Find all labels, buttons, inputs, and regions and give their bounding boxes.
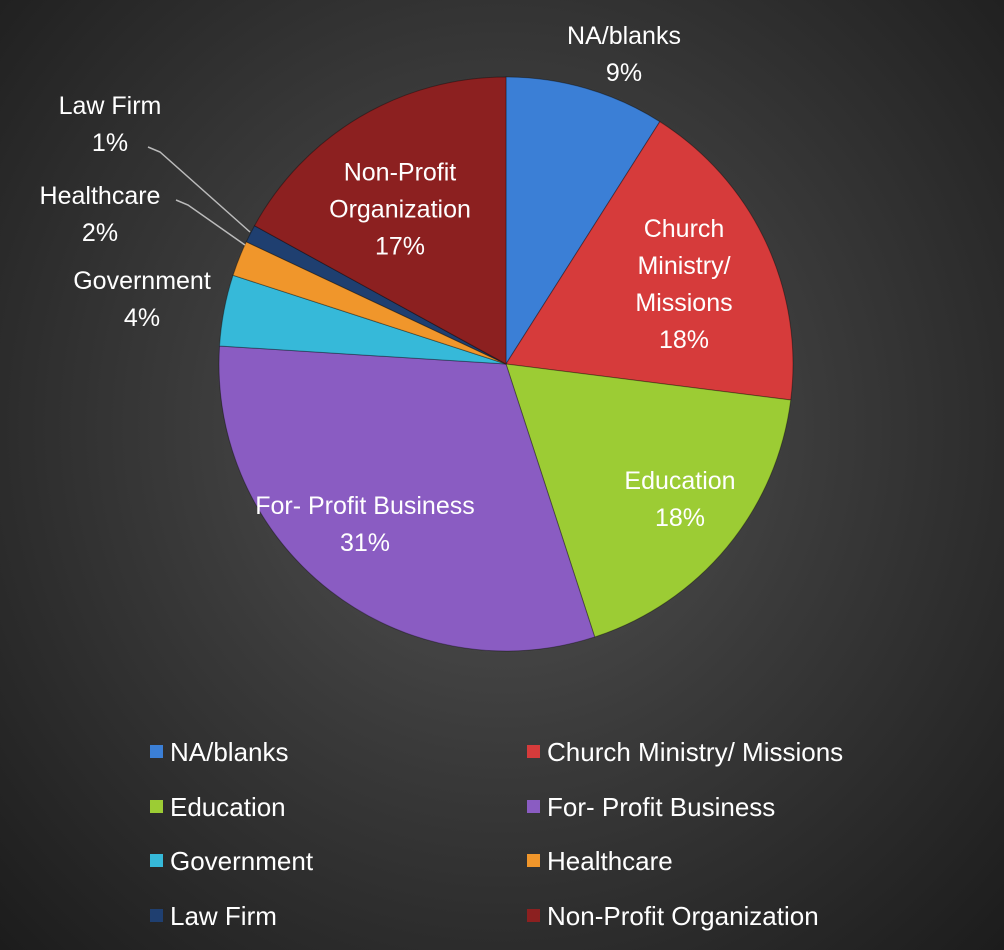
legend-label: NA/blanks [170, 737, 289, 767]
data-label: Education 18% [580, 463, 780, 537]
data-label: Church Ministry/ Missions 18% [609, 211, 759, 359]
pie-slice [505, 120, 794, 401]
data-label-value: 9% [605, 59, 643, 87]
data-label-value: 1% [91, 129, 129, 157]
data-label: Non-Profit Organization 17% [280, 155, 520, 266]
data-label: NA/blanks 9% [474, 18, 774, 92]
leader-line [147, 146, 251, 233]
data-label-name: Law Firm [58, 92, 162, 120]
legend-swatch [150, 745, 163, 758]
data-label-name: Healthcare [39, 182, 161, 210]
leader-line [175, 199, 246, 246]
pie-slice [219, 274, 507, 365]
pie-slice [245, 225, 507, 365]
data-label: Healthcare 2% [0, 178, 200, 252]
pie-slice [253, 76, 507, 365]
legend-label: Government [170, 846, 314, 876]
data-label: For- Profit Business 31% [245, 488, 485, 562]
data-label-value: 31% [339, 529, 391, 557]
pie-slice [218, 345, 596, 652]
data-label-name: Education [624, 467, 736, 495]
legend-label: For- Profit Business [547, 791, 776, 822]
legend-swatch [527, 854, 540, 867]
data-label-value: 18% [654, 504, 706, 532]
data-label-value: 4% [123, 304, 161, 332]
data-label-name: Church Ministry/ Missions [635, 215, 733, 317]
pie-slice [232, 241, 507, 365]
data-label-name: NA/blanks [567, 22, 681, 50]
legend-swatch [527, 908, 540, 922]
data-label: Law Firm 1% [10, 88, 210, 162]
pie-slice [505, 363, 792, 638]
legend-label: Non-Profit Organization [547, 900, 819, 931]
data-label: Government 4% [32, 263, 252, 337]
data-label-value: 18% [658, 326, 710, 354]
legend-label: Healthcare [547, 846, 673, 876]
data-label-name: Government [73, 267, 211, 295]
legend-label: Law Firm [170, 900, 277, 931]
legend-swatch [527, 745, 540, 758]
legend-swatch [150, 854, 163, 867]
legend-swatch [527, 799, 540, 813]
legend-label: Church Ministry/ Missions [547, 737, 844, 767]
data-label-name: Non-Profit Organization [329, 158, 471, 224]
pie-slice [505, 76, 661, 366]
data-label-value: 17% [374, 232, 426, 261]
legend-swatch [150, 908, 163, 922]
legend-swatch [150, 799, 163, 813]
data-label-name: For- Profit Business [255, 492, 475, 520]
data-label-value: 2% [81, 219, 119, 247]
legend-label: Education [170, 791, 286, 822]
